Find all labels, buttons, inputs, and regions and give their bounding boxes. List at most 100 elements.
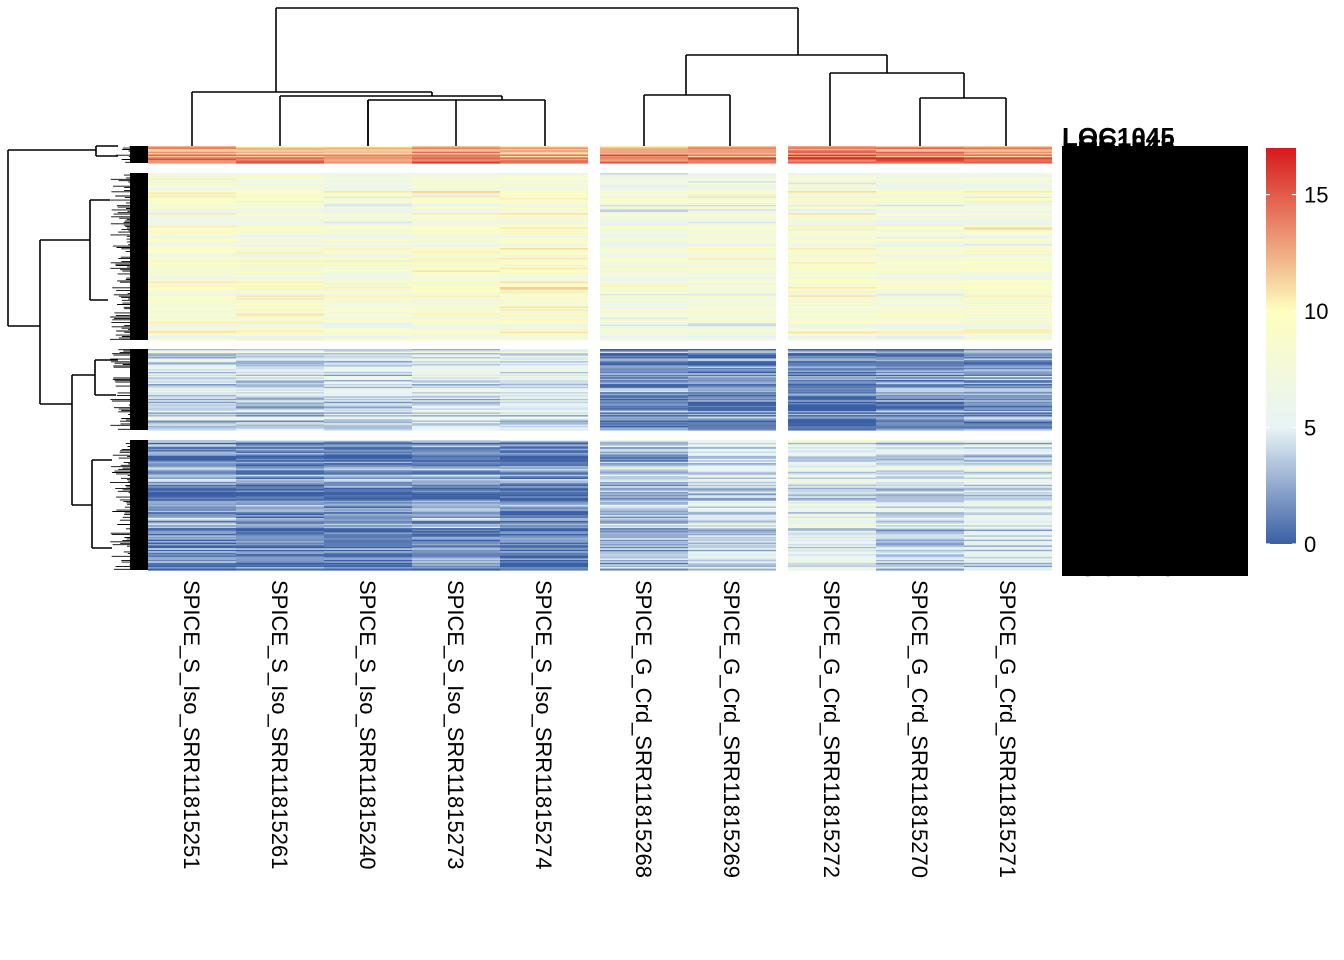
heat-cell bbox=[600, 536, 688, 539]
heat-cell bbox=[500, 455, 588, 458]
heat-cell bbox=[876, 216, 964, 219]
heat-cell bbox=[500, 274, 588, 277]
heat-cell bbox=[148, 448, 236, 451]
heat-cell bbox=[236, 198, 324, 201]
heat-cell bbox=[688, 257, 776, 260]
heat-cell bbox=[324, 442, 412, 445]
heat-cell bbox=[788, 328, 876, 331]
heat-cell bbox=[324, 424, 412, 427]
heat-cell bbox=[412, 259, 500, 262]
heat-cell bbox=[964, 186, 1052, 189]
heat-cell bbox=[788, 231, 876, 234]
heat-cell bbox=[964, 223, 1052, 226]
heat-cell bbox=[236, 499, 324, 502]
heat-cell bbox=[688, 303, 776, 306]
heat-cell bbox=[600, 380, 688, 382]
heat-cell bbox=[788, 287, 876, 290]
heat-cell bbox=[412, 397, 500, 400]
heat-cell bbox=[324, 255, 412, 258]
heat-cell bbox=[412, 451, 500, 454]
heat-cell bbox=[148, 417, 236, 420]
heat-cell bbox=[236, 157, 324, 160]
heat-cell bbox=[964, 373, 1052, 376]
heat-cell bbox=[964, 500, 1052, 503]
heat-cell bbox=[236, 355, 324, 358]
heat-cell bbox=[412, 496, 500, 499]
heat-cell bbox=[788, 473, 876, 476]
heat-cell bbox=[500, 366, 588, 369]
heat-cell bbox=[412, 224, 500, 227]
heat-cell bbox=[412, 561, 500, 564]
heat-cell bbox=[148, 188, 236, 191]
heat-cell bbox=[964, 374, 1052, 377]
heat-cell bbox=[600, 464, 688, 467]
heat-cell bbox=[324, 241, 412, 244]
heat-cell bbox=[236, 178, 324, 181]
heat-cell bbox=[788, 274, 876, 277]
heat-cell bbox=[876, 423, 964, 426]
heat-cell bbox=[788, 270, 876, 273]
heat-cell bbox=[788, 474, 876, 477]
heat-cell bbox=[964, 496, 1052, 499]
heat-cell bbox=[148, 385, 236, 388]
heat-cell bbox=[788, 193, 876, 196]
heat-cell bbox=[500, 380, 588, 382]
heat-cell bbox=[876, 392, 964, 395]
heat-cell bbox=[236, 330, 324, 333]
heat-cell bbox=[500, 328, 588, 331]
heat-cell bbox=[688, 269, 776, 272]
heat-cell bbox=[964, 555, 1052, 558]
heat-cell bbox=[964, 392, 1052, 395]
heat-cell bbox=[600, 199, 688, 202]
heat-cell bbox=[964, 369, 1052, 372]
heat-cell bbox=[964, 257, 1052, 260]
heat-cell bbox=[600, 460, 688, 463]
heat-cell bbox=[964, 175, 1052, 178]
heat-cell bbox=[236, 428, 324, 431]
heat-cell bbox=[500, 289, 588, 292]
heat-cell bbox=[148, 249, 236, 252]
heat-cell bbox=[688, 531, 776, 534]
heat-cell bbox=[788, 154, 876, 157]
heat-cell bbox=[788, 371, 876, 374]
heat-cell bbox=[876, 455, 964, 458]
heat-cell bbox=[964, 559, 1052, 562]
heat-cell bbox=[236, 427, 324, 430]
heat-cell bbox=[788, 518, 876, 521]
heat-cell bbox=[500, 481, 588, 484]
heat-cell bbox=[236, 484, 324, 487]
heat-cell bbox=[412, 481, 500, 484]
heat-cell bbox=[788, 392, 876, 395]
heat-cell bbox=[788, 558, 876, 561]
heat-cell bbox=[788, 470, 876, 473]
heat-cell bbox=[688, 513, 776, 516]
heat-cell bbox=[964, 193, 1052, 196]
heat-cell bbox=[788, 323, 876, 326]
heat-cell bbox=[964, 191, 1052, 194]
heat-cell bbox=[412, 333, 500, 336]
heat-cell bbox=[964, 160, 1052, 163]
heat-cell bbox=[500, 354, 588, 357]
heat-cell bbox=[324, 561, 412, 564]
heat-cell bbox=[600, 370, 688, 373]
heat-cell bbox=[236, 249, 324, 252]
heat-cell bbox=[236, 490, 324, 493]
heat-cell bbox=[324, 394, 412, 397]
heat-cell bbox=[148, 218, 236, 221]
heat-cell bbox=[788, 230, 876, 233]
heat-cell bbox=[688, 420, 776, 423]
heat-cell bbox=[500, 477, 588, 480]
heat-cell bbox=[412, 398, 500, 401]
heat-cell bbox=[788, 476, 876, 479]
heat-cell bbox=[236, 365, 324, 368]
heat-cell bbox=[964, 192, 1052, 195]
heat-cell bbox=[600, 558, 688, 561]
heat-cell bbox=[412, 192, 500, 195]
heat-cell bbox=[324, 231, 412, 234]
heat-cell bbox=[600, 310, 688, 313]
heat-cell bbox=[600, 371, 688, 374]
heat-cell bbox=[412, 319, 500, 322]
heat-cell bbox=[324, 330, 412, 333]
heat-cell bbox=[964, 281, 1052, 284]
heat-cell bbox=[412, 267, 500, 270]
